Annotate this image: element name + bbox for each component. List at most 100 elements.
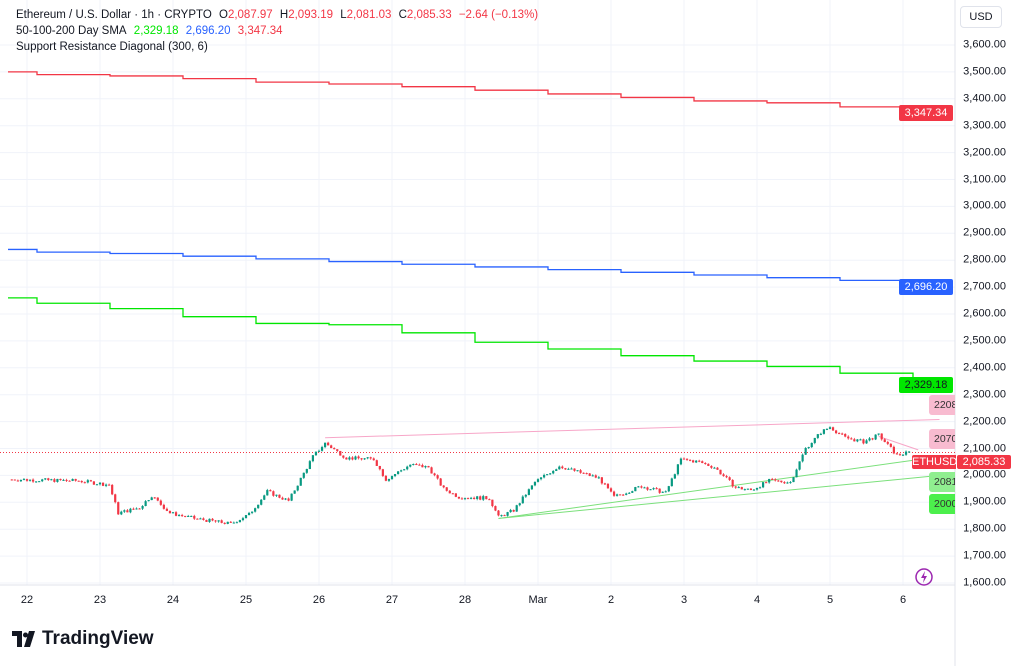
price-tick-label: 3,200.00 [963,146,1006,159]
candle-body [41,479,44,482]
candle-body [86,480,89,483]
candle-body [275,494,278,496]
lightning-icon[interactable] [914,567,934,587]
last-price-label: 2,085.33 [957,455,1011,469]
candle-body [795,469,798,478]
candle-body [162,504,165,509]
candle-body [749,488,753,491]
candle-body [135,508,138,510]
candle-body [199,518,202,520]
candle-body [174,512,178,516]
candle-body [600,477,603,484]
candle-body [567,468,570,470]
candle-body [877,433,880,435]
candle-body [768,478,771,483]
price-tick-label: 3,400.00 [963,92,1006,105]
candle-body [874,434,877,440]
time-tick-label: 3 [680,594,688,606]
candle-body [409,464,412,467]
candle-body [141,506,144,509]
candle-body [539,477,543,480]
candle-body [123,510,126,512]
candle-body [457,496,461,499]
candle-body [101,482,105,486]
price-tick-label: 1,700.00 [963,549,1006,562]
candle-body [761,482,765,488]
candle-body [859,439,862,441]
resistance-line [325,418,940,439]
candle-body [740,487,743,490]
candle-body [320,447,324,451]
candle-body [549,473,552,475]
candle-body [47,478,50,481]
candle-body [348,457,351,460]
candle-body [396,471,400,475]
candle-body [777,480,780,482]
candle-body [257,504,260,509]
candle-body [436,475,439,479]
candle-body [111,484,114,495]
candle-body [62,479,65,481]
candle-body [403,469,406,471]
candle-body [296,485,299,491]
candle-body [263,495,266,500]
candle-body [442,485,445,488]
candle-body [758,487,762,489]
candle-body [591,475,594,477]
candle-body [202,518,205,520]
candle-body [460,498,464,500]
candle-body [342,455,345,458]
support-line [498,474,940,519]
candle-body [695,460,698,463]
price-tick-label: 1,800.00 [963,522,1006,535]
candle-body [229,521,232,523]
candle-body [619,494,622,496]
currency-button[interactable]: USD [960,6,1002,28]
tradingview-logo[interactable]: TradingView [12,628,154,650]
candle-body [895,453,899,455]
candle-body [53,479,56,482]
candle-body [132,508,135,510]
candle-body [433,473,436,476]
sr-tag-resistance: 2208 [929,395,955,415]
candle-body [509,509,512,513]
candle-body [701,461,704,464]
price-tick-label: 3,300.00 [963,119,1006,132]
candle-body [381,469,384,476]
candle-body [311,455,315,462]
candle-body [220,520,223,523]
candle-body [868,438,871,441]
candle-body [588,473,591,476]
candle-body [254,508,257,512]
candle-body [658,488,661,493]
candle-body [804,448,807,455]
candle-body [546,474,549,476]
candle-body [244,515,248,519]
candle-body [284,498,287,500]
candle-body [272,491,275,496]
indicator-legend[interactable]: Support Resistance Diagonal (300, 6) [16,40,212,54]
candle-body [360,458,363,460]
candle-body [679,458,683,465]
resistance-line-short [878,435,919,451]
candle-body [171,512,175,514]
candle-body [466,498,470,500]
candle-body [542,474,546,478]
candle-body [211,518,214,521]
candle-body [713,467,716,469]
sma-legend[interactable]: 50-100-200 Day SMA 2,329.18 2,696.20 3,3… [16,24,287,38]
candle-body [755,487,759,490]
candle-body [223,522,226,524]
candle-body [469,497,473,499]
candle-body [640,486,643,488]
candle-body [217,520,220,522]
candle-body [226,521,229,524]
candle-body [238,520,242,523]
candle-body [728,477,731,480]
candle-body [634,487,637,492]
candle-body [813,437,816,443]
candle-body [31,479,35,482]
sr-tag-support: 2081 [929,472,955,492]
candle-body [515,505,518,512]
